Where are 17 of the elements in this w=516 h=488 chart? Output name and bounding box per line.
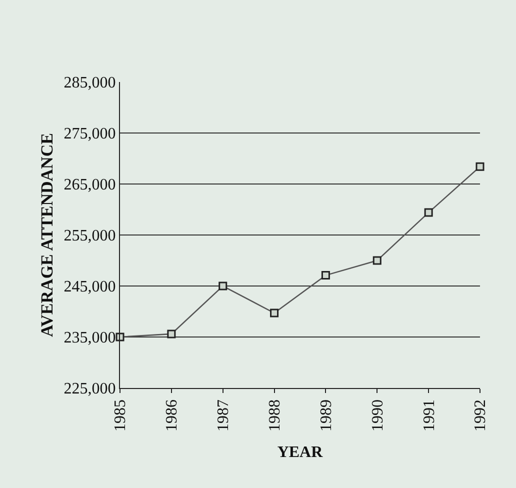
x-tick-label: 1991 xyxy=(420,400,438,432)
x-tick-label: 1986 xyxy=(164,400,181,432)
y-tick-label: 285,000 xyxy=(64,74,116,92)
y-tick-label: 255,000 xyxy=(64,228,116,245)
x-tick-label: 1985 xyxy=(112,400,130,432)
x-tick-label: 1990 xyxy=(369,400,386,432)
y-axis-title: AVERAGE ATTENDANCE xyxy=(37,133,56,337)
x-tick-label: 1987 xyxy=(215,400,232,432)
x-tick-label: 1992 xyxy=(472,400,490,432)
y-tick-label: 245,000 xyxy=(64,278,116,296)
y-tick-label: 265,000 xyxy=(64,176,116,194)
x-tick-label: 1989 xyxy=(318,400,335,432)
y-tick-label: 275,000 xyxy=(64,126,116,143)
x-axis-title: YEAR xyxy=(277,444,324,462)
y-tick-label: 235,000 xyxy=(64,330,116,347)
x-tick-label: 1988 xyxy=(266,400,284,432)
y-tick-label: 225,000 xyxy=(64,380,116,398)
